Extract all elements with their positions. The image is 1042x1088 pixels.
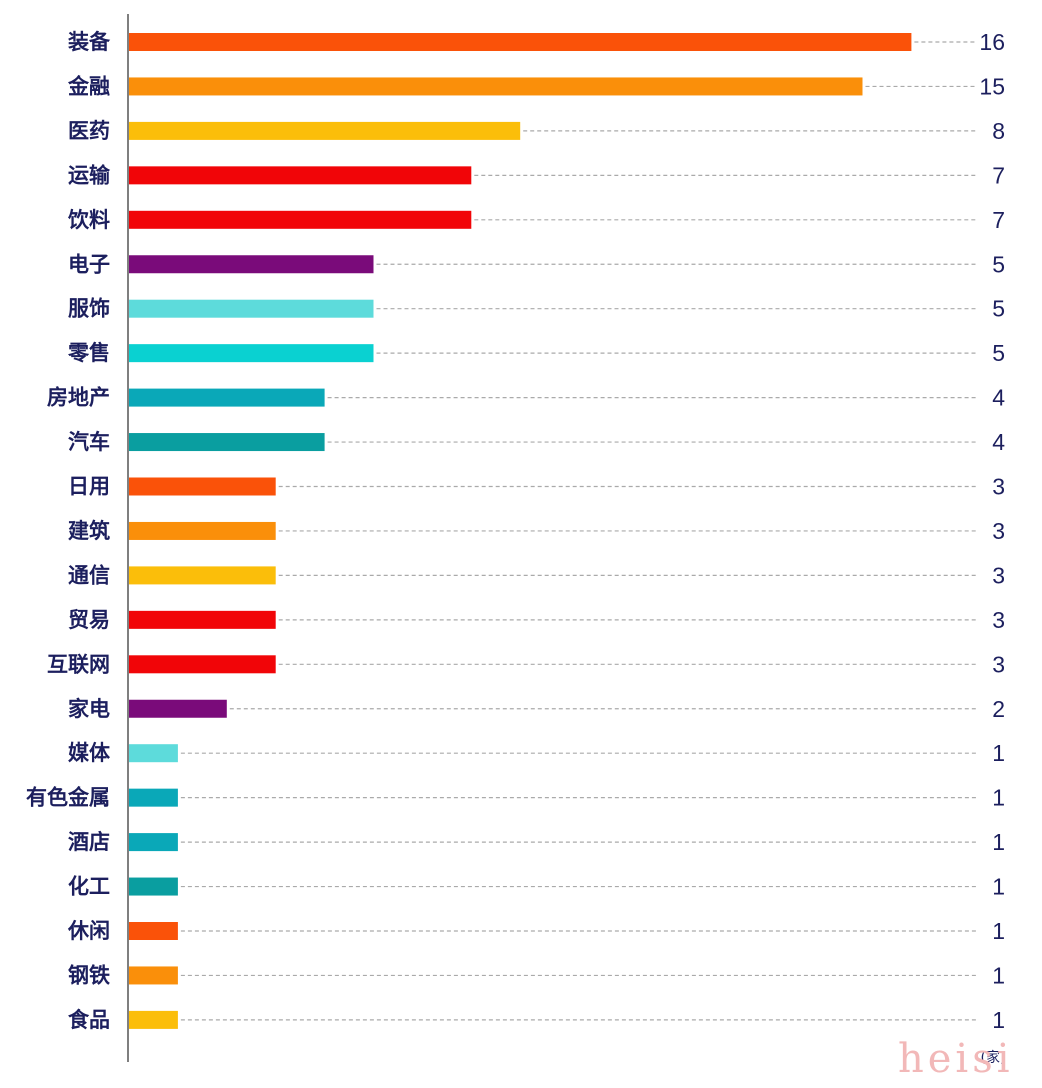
category-label: 零售 [67,341,110,365]
value-label: 2 [992,696,1005,722]
value-label: 1 [992,740,1005,766]
value-label: 1 [992,829,1005,855]
bar [129,388,325,407]
bar [129,299,374,318]
bars [129,33,912,1029]
bar [129,922,178,940]
bar [129,210,472,229]
category-label: 运输 [68,163,111,187]
category-label: 医药 [68,119,110,143]
bar [129,166,472,185]
value-label: 1 [992,1007,1005,1033]
unit-label: (家) [981,1049,1006,1066]
bar [129,610,276,629]
value-label: 3 [992,651,1005,677]
category-label: 金融 [67,74,110,98]
bar [129,566,276,585]
value-label: 16 [979,29,1005,55]
watermark: heisi [898,1036,1014,1082]
value-label: 1 [992,962,1005,988]
value-label: 8 [992,118,1005,144]
category-label: 休闲 [67,919,110,943]
value-label: 15 [979,73,1005,99]
bar [129,833,178,852]
value-label: 3 [992,474,1005,500]
category-label: 通信 [68,563,110,587]
value-label: 4 [992,429,1005,455]
value-label: 1 [992,874,1005,900]
category-label: 房地产 [47,386,110,410]
category-label: 酒店 [68,830,110,854]
category-label: 贸易 [68,608,110,632]
category-label: 电子 [68,252,110,276]
value-label: 4 [992,385,1005,411]
category-label: 钢铁 [68,963,110,987]
category-label: 日用 [68,475,110,499]
value-label: 5 [992,296,1005,322]
bar [129,433,325,452]
bar [129,744,178,763]
bar [129,521,276,540]
value-label: 3 [992,562,1005,588]
category-label: 建筑 [68,519,110,543]
category-label: 汽车 [68,430,110,454]
leader-lines [180,41,976,1021]
bar [129,477,276,496]
value-label: 5 [992,340,1005,366]
bar [129,877,178,896]
value-label: 3 [992,518,1005,544]
value-label: 5 [992,251,1005,277]
bar [129,1010,178,1029]
category-label: 食品 [68,1008,110,1032]
value-labels: 16 15 8 7 7 5 5 5 4 4 3 3 3 3 3 2 1 1 1 1 1 1 1 [979,29,1005,1033]
category-label: 家电 [68,697,110,721]
category-label: 媒体 [68,741,111,765]
bar [129,788,178,807]
value-label: 1 [992,918,1005,944]
value-label: 7 [992,207,1005,233]
bar [129,699,227,718]
bar [129,255,374,274]
category-label: 服饰 [68,297,110,321]
value-label: 3 [992,607,1005,633]
category-label: 化工 [68,875,110,899]
category-label: 有色金属 [26,786,110,810]
bar [129,655,276,674]
category-label: 互联网 [47,652,110,676]
bar [129,77,863,96]
category-label: 饮料 [67,208,110,232]
category-labels: 装备金融医药运输饮料电子服饰零售房地产汽车日用建筑通信贸易互联网家电媒体有色金属… [26,30,111,1032]
value-label: 1 [992,785,1005,811]
bar [129,33,912,51]
bar [129,121,521,140]
category-label: 装备 [68,30,111,54]
bar [129,966,178,985]
value-label: 7 [992,162,1005,188]
bar [129,344,374,363]
